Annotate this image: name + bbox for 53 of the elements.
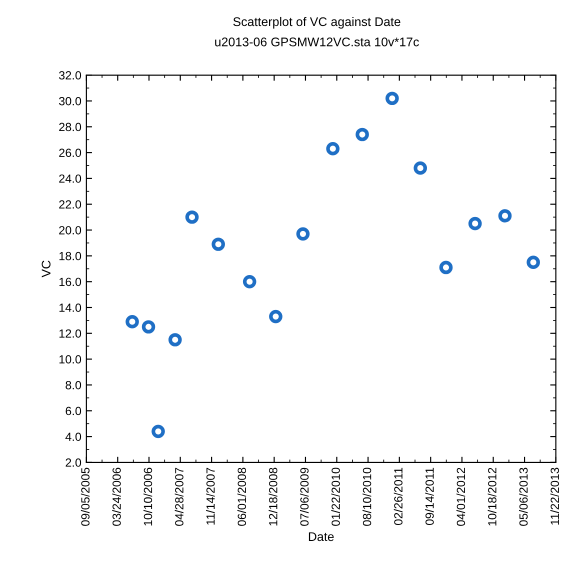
y-axis-title: VC: [42, 260, 51, 278]
point: [185, 210, 199, 224]
y-tick-label: 30.0: [59, 96, 82, 106]
x-tick-label: 04/01/2012: [456, 468, 466, 526]
y-tick-label: 26.0: [59, 148, 82, 157]
y-tick-label: 8.0: [66, 380, 82, 390]
point: [126, 315, 139, 328]
y-tick-label: 10.0: [59, 355, 82, 364]
x-tick-label: 08/10/2010: [362, 468, 372, 526]
x-tick-label: 05/06/2013: [519, 468, 528, 526]
point: [326, 142, 340, 156]
y-tick-label: 20.0: [59, 226, 82, 234]
x-axis-title: Date: [308, 532, 334, 542]
y-tick-label: 4.0: [65, 432, 82, 441]
point: [468, 216, 482, 230]
point: [385, 92, 399, 106]
point: [498, 209, 512, 223]
x-tick-label: 11/22/2013: [550, 468, 560, 525]
x-tick-label: 07/06/2009: [300, 468, 309, 526]
point: [296, 227, 310, 241]
x-tick-label: 12/18/2008: [268, 468, 278, 526]
point: [414, 161, 427, 175]
point: [142, 320, 156, 334]
point: [526, 256, 540, 269]
y-tick-label: 14.0: [59, 304, 82, 312]
point: [152, 424, 165, 438]
x-tick-label: 09/14/2011: [425, 468, 434, 526]
y-tick-label: 16.0: [59, 278, 82, 286]
point: [168, 333, 182, 346]
y-tick-label: 6.0: [66, 406, 82, 416]
chart-title: Scatterplot of VC against Date: [233, 16, 400, 29]
y-tick-label: 22.0: [59, 200, 82, 209]
x-tick-label: 02/26/2011: [394, 468, 403, 526]
x-tick-label: 10/18/2012: [488, 468, 496, 526]
x-tick-label: 11/14/2007: [206, 468, 215, 525]
x-tick-label: 04/28/2007: [174, 468, 184, 526]
y-tick-label: 28.0: [59, 122, 82, 132]
x-tick-label: 01/22/2010: [331, 468, 340, 526]
y-tick-label: 32.0: [59, 71, 82, 80]
x-tick-label: 03/24/2006: [112, 468, 121, 526]
point: [212, 238, 225, 251]
point: [356, 128, 369, 142]
x-tick-label: 10/10/2006: [143, 468, 152, 526]
chart-subtitle: u2013-06 GPSMW12VC.sta 10v*17c: [215, 38, 419, 46]
y-tick-label: 12.0: [59, 329, 82, 338]
y-tick-label: 24.0: [59, 174, 82, 183]
point: [269, 310, 282, 324]
y-tick-label: 2.0: [66, 458, 82, 467]
point: [242, 275, 256, 288]
x-tick-label: 09/05/2005: [80, 468, 90, 526]
y-tick-label: 18.0: [59, 252, 82, 260]
point: [439, 260, 453, 274]
x-tick-label: 06/01/2008: [237, 468, 246, 526]
